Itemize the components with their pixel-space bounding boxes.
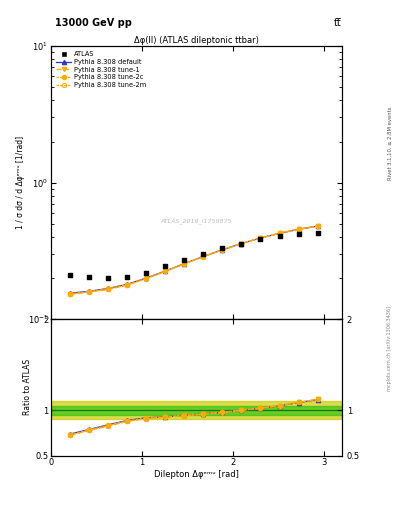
Point — [67, 271, 73, 279]
Point — [296, 230, 302, 238]
Point — [124, 273, 130, 281]
Point — [86, 273, 92, 281]
Text: 13000 GeV pp: 13000 GeV pp — [55, 18, 132, 28]
Y-axis label: Ratio to ATLAS: Ratio to ATLAS — [24, 359, 32, 415]
Text: mcplots.cern.ch [arXiv:1306.3436]: mcplots.cern.ch [arXiv:1306.3436] — [387, 306, 392, 391]
Legend: ATLAS, Pythia 8.308 default, Pythia 8.308 tune-1, Pythia 8.308 tune-2c, Pythia 8: ATLAS, Pythia 8.308 default, Pythia 8.30… — [54, 50, 148, 90]
X-axis label: Dilepton Δφᵉᵐᵘ [rad]: Dilepton Δφᵉᵐᵘ [rad] — [154, 470, 239, 479]
Text: tt̅: tt̅ — [334, 18, 342, 28]
Bar — [51, 406, 342, 415]
Point — [238, 240, 244, 248]
Text: ATLAS_2019_I1759875: ATLAS_2019_I1759875 — [161, 218, 232, 224]
Point — [143, 269, 149, 277]
Point — [105, 274, 111, 282]
Point — [219, 244, 226, 252]
Bar — [51, 401, 342, 419]
Point — [276, 232, 283, 240]
Point — [162, 263, 169, 271]
Point — [200, 250, 206, 258]
Point — [181, 256, 187, 264]
Point — [314, 228, 321, 237]
Point — [257, 235, 264, 243]
Title: Δφ(ll) (ATLAS dileptonic ttbar): Δφ(ll) (ATLAS dileptonic ttbar) — [134, 36, 259, 45]
Y-axis label: 1 / σ dσ / d Δφᵉᵐᵘ [1/rad]: 1 / σ dσ / d Δφᵉᵐᵘ [1/rad] — [16, 136, 25, 229]
Text: Rivet 3.1.10, ≥ 2.8M events: Rivet 3.1.10, ≥ 2.8M events — [387, 106, 392, 180]
